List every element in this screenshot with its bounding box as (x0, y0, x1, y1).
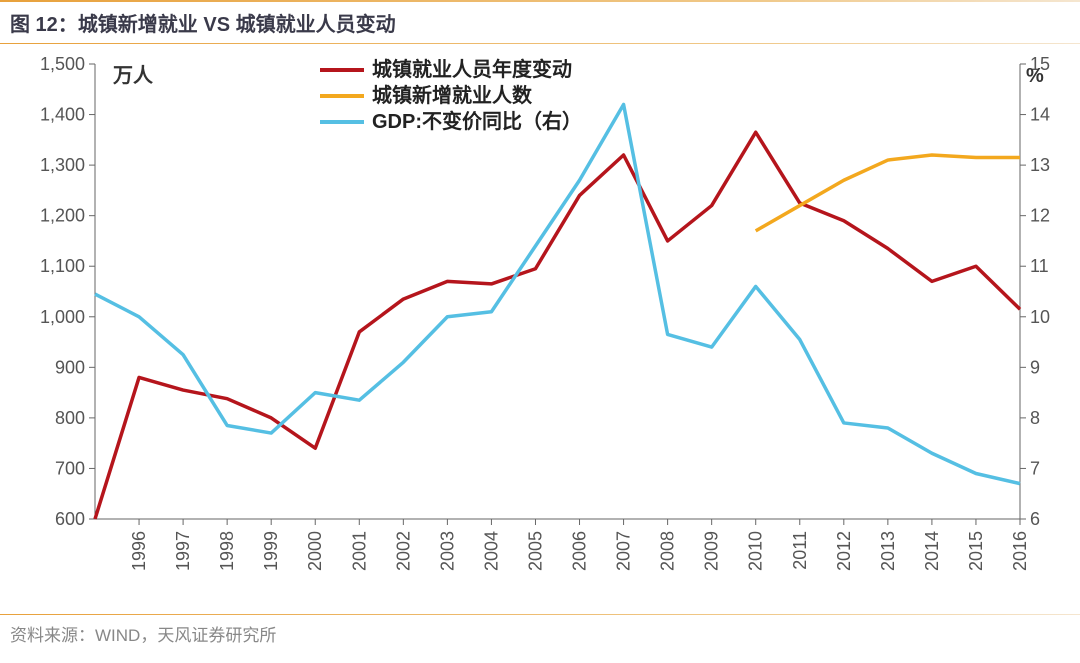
figure-title: 图 12：城镇新增就业 VS 城镇就业人员变动 (10, 14, 396, 36)
series-group (95, 104, 1020, 519)
source-text: WIND，天风证券研究所 (95, 626, 276, 645)
svg-text:1,200: 1,200 (40, 206, 85, 226)
svg-text:8: 8 (1030, 408, 1040, 428)
svg-text:9: 9 (1030, 357, 1040, 377)
legend-label-urban_emp_annual_change: 城镇就业人员年度变动 (372, 57, 572, 81)
series-urban_emp_annual_change (95, 132, 1020, 519)
svg-text:2016: 2016 (1010, 531, 1030, 571)
svg-text:2008: 2008 (658, 531, 678, 571)
svg-text:1996: 1996 (129, 531, 149, 571)
svg-text:2003: 2003 (437, 531, 457, 571)
svg-text:2007: 2007 (614, 531, 634, 571)
legend: 城镇就业人员年度变动城镇新增就业人数GDP:不变价同比（右） (320, 57, 582, 133)
figure-number: 图 12： (10, 14, 78, 36)
svg-text:700: 700 (55, 458, 85, 478)
svg-text:600: 600 (55, 509, 85, 529)
svg-text:900: 900 (55, 357, 85, 377)
svg-text:1997: 1997 (173, 531, 193, 571)
y-left-ticks: 600 700 800 900 1,000 1,100 1,200 1,300 1,400 1,5… (40, 54, 95, 529)
svg-text:2014: 2014 (922, 531, 942, 571)
source-label: 资料来源： (10, 626, 95, 645)
figure-container: 图 12：城镇新增就业 VS 城镇就业人员变动 600 700 800 900 1,00… (0, 0, 1080, 663)
source-row: 资料来源：WIND，天风证券研究所 (0, 615, 1080, 652)
svg-text:1,000: 1,000 (40, 307, 85, 327)
x-ticks: 1996 1997 1998 1999 2000 2001 2002 2003 2004 2005… (129, 519, 1030, 571)
svg-text:2001: 2001 (349, 531, 369, 571)
svg-text:2006: 2006 (570, 531, 590, 571)
svg-text:1,300: 1,300 (40, 155, 85, 175)
svg-text:800: 800 (55, 408, 85, 428)
svg-text:7: 7 (1030, 458, 1040, 478)
svg-text:2011: 2011 (790, 531, 810, 570)
legend-label-gdp_real_yoy: GDP:不变价同比（右） (372, 109, 582, 133)
svg-text:2009: 2009 (702, 531, 722, 571)
svg-text:2002: 2002 (393, 531, 413, 571)
svg-text:2013: 2013 (878, 531, 898, 571)
svg-text:1,100: 1,100 (40, 256, 85, 276)
svg-text:2000: 2000 (305, 531, 325, 571)
svg-text:6: 6 (1030, 509, 1040, 529)
svg-text:1,500: 1,500 (40, 54, 85, 74)
legend-label-urban_new_jobs: 城镇新增就业人数 (372, 83, 533, 107)
svg-text:10: 10 (1030, 307, 1050, 327)
svg-text:2012: 2012 (834, 531, 854, 571)
svg-text:11: 11 (1030, 256, 1049, 276)
svg-text:2004: 2004 (481, 531, 501, 571)
svg-text:2010: 2010 (746, 531, 766, 571)
svg-text:1,400: 1,400 (40, 105, 85, 125)
y-right-ticks: 6789101112131415 (1020, 54, 1050, 529)
svg-text:13: 13 (1030, 155, 1050, 175)
left-axis-unit: 万人 (112, 64, 154, 87)
svg-text:2005: 2005 (525, 531, 545, 571)
chart-area: 600 700 800 900 1,000 1,100 1,200 1,300 1,400 1,5… (0, 44, 1080, 614)
svg-text:14: 14 (1030, 105, 1050, 125)
line-chart: 600 700 800 900 1,000 1,100 1,200 1,300 1,400 1,5… (0, 44, 1080, 614)
svg-text:2015: 2015 (966, 531, 986, 571)
svg-text:12: 12 (1030, 206, 1050, 226)
figure-title-text: 城镇新增就业 VS 城镇就业人员变动 (78, 14, 396, 36)
title-row: 图 12：城镇新增就业 VS 城镇就业人员变动 (0, 2, 1080, 43)
right-axis-unit: % (1026, 65, 1044, 87)
svg-text:1999: 1999 (261, 531, 281, 571)
svg-text:1998: 1998 (217, 531, 237, 571)
